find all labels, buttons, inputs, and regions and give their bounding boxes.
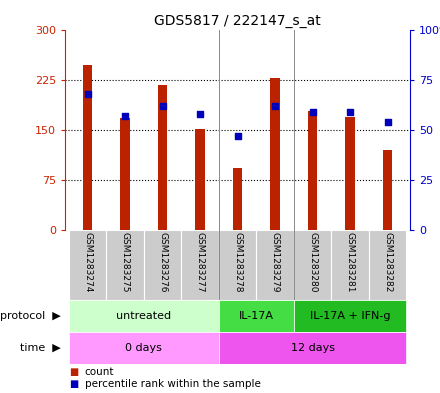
Bar <box>270 78 280 230</box>
Bar <box>256 230 294 300</box>
Text: GSM1283281: GSM1283281 <box>345 232 355 293</box>
Bar <box>294 230 331 300</box>
Point <box>84 91 91 97</box>
Bar <box>369 230 406 300</box>
Bar <box>331 230 369 300</box>
Text: IL-17A + IFN-g: IL-17A + IFN-g <box>310 311 390 321</box>
Bar <box>158 84 167 230</box>
Bar <box>383 150 392 230</box>
Text: 0 days: 0 days <box>125 343 162 353</box>
Point <box>197 111 204 117</box>
Text: GSM1283274: GSM1283274 <box>83 232 92 292</box>
Bar <box>69 230 106 300</box>
Point <box>234 133 241 139</box>
Text: untreated: untreated <box>116 311 171 321</box>
Bar <box>233 168 242 230</box>
Text: count: count <box>85 367 114 377</box>
Bar <box>144 230 181 300</box>
Text: IL-17A: IL-17A <box>239 311 274 321</box>
Text: ■: ■ <box>70 367 79 377</box>
Bar <box>181 230 219 300</box>
Point <box>309 109 316 115</box>
Text: 12 days: 12 days <box>290 343 334 353</box>
Text: GSM1283280: GSM1283280 <box>308 232 317 293</box>
Bar <box>308 111 317 230</box>
Title: GDS5817 / 222147_s_at: GDS5817 / 222147_s_at <box>154 14 321 28</box>
Point <box>384 119 391 125</box>
Text: time  ▶: time ▶ <box>20 343 61 353</box>
Bar <box>219 300 294 332</box>
Text: protocol  ▶: protocol ▶ <box>0 311 61 321</box>
Text: GSM1283279: GSM1283279 <box>271 232 279 293</box>
Text: percentile rank within the sample: percentile rank within the sample <box>85 379 260 389</box>
Text: GSM1283276: GSM1283276 <box>158 232 167 293</box>
Bar <box>219 230 256 300</box>
Text: GSM1283282: GSM1283282 <box>383 232 392 292</box>
Point <box>271 103 279 109</box>
Text: GSM1283277: GSM1283277 <box>195 232 205 293</box>
Bar <box>83 65 92 230</box>
Bar <box>120 118 130 230</box>
Bar <box>69 300 219 332</box>
Text: GSM1283278: GSM1283278 <box>233 232 242 293</box>
Bar <box>294 300 406 332</box>
Text: ■: ■ <box>70 379 79 389</box>
Bar <box>219 332 406 364</box>
Text: GSM1283275: GSM1283275 <box>121 232 129 293</box>
Bar <box>195 129 205 230</box>
Point <box>159 103 166 109</box>
Point <box>346 109 353 115</box>
Bar <box>69 332 219 364</box>
Bar <box>106 230 144 300</box>
Bar <box>345 117 355 230</box>
Point <box>121 113 128 119</box>
